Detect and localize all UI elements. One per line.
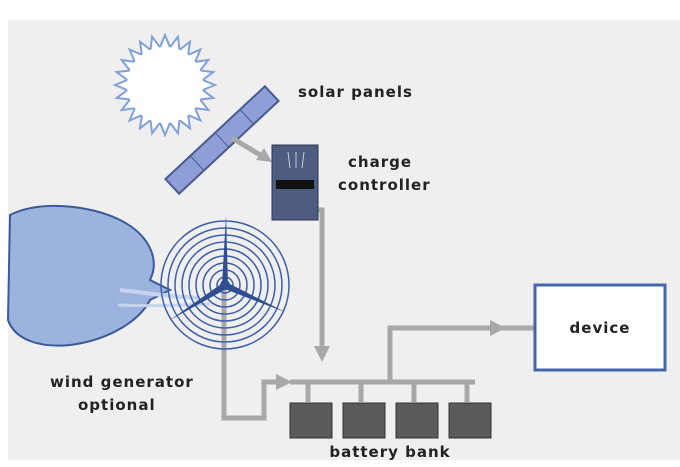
- turbine-blades: [170, 215, 285, 320]
- controller-label: charge: [348, 153, 412, 171]
- wind-label: wind generator: [50, 373, 194, 391]
- battery-label: battery bank: [329, 443, 450, 461]
- controller-label: controller: [338, 176, 431, 194]
- ring: [160, 220, 290, 350]
- device-label: device: [570, 319, 631, 337]
- charge-controller: [271, 144, 319, 221]
- ring: [167, 227, 283, 343]
- solar-label: solar panels: [298, 83, 413, 101]
- sun: [112, 32, 218, 138]
- wires: [221, 135, 535, 421]
- battery-bank: [289, 402, 492, 439]
- device-box: [533, 283, 667, 372]
- solar-panel: [164, 84, 280, 196]
- wind-label: optional: [78, 396, 156, 414]
